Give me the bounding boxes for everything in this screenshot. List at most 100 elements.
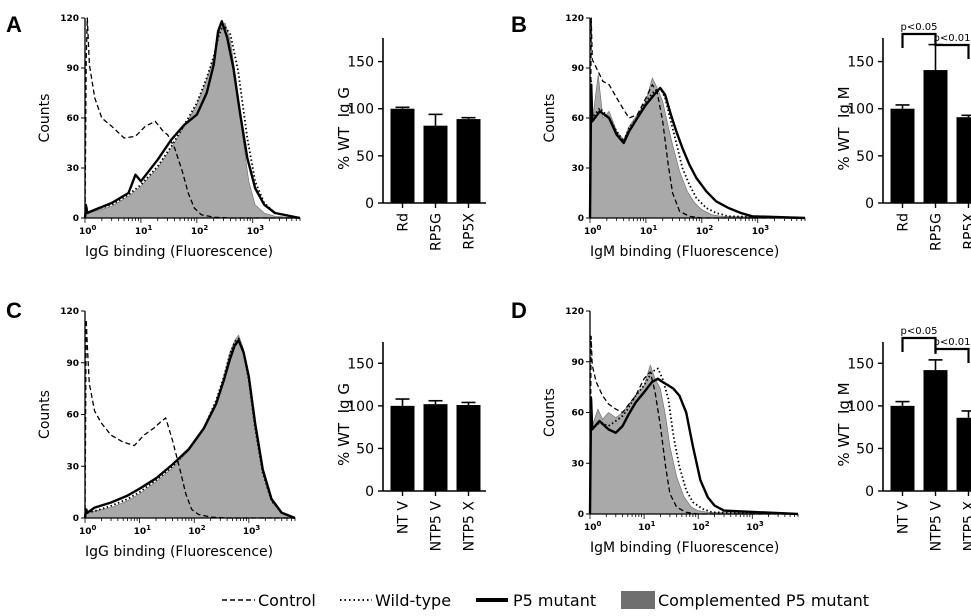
significance-label: p<0.01 — [934, 337, 971, 348]
panel-letter-d: D — [511, 298, 527, 323]
bar-category-label: Rd — [396, 213, 412, 232]
series-area-complemented — [85, 23, 300, 218]
x-axis-label: IgM binding (Fluorescence) — [590, 244, 779, 260]
y-axis-label: Counts — [542, 94, 558, 143]
y-tick-label: 90 — [571, 358, 584, 368]
y-tick-label: 120 — [565, 14, 584, 24]
y-tick-label: 90 — [66, 359, 79, 369]
x-tick-label: 103 — [243, 524, 261, 537]
bar-category-label: RP5X — [462, 213, 478, 250]
significance-label: p<0.05 — [901, 326, 938, 337]
bar — [957, 418, 971, 491]
y-tick-label: 120 — [565, 307, 584, 317]
y-tick-label: 30 — [571, 164, 584, 174]
bar-y-tick-label: 0 — [865, 484, 874, 500]
x-tick-label: 100 — [584, 224, 602, 237]
y-tick-label: 120 — [60, 14, 79, 24]
bar-y-tick-label: 150 — [347, 356, 374, 372]
bar — [924, 70, 948, 203]
x-tick-label: 100 — [79, 524, 97, 537]
bar-y-tick-label: 150 — [347, 55, 374, 71]
panel-letter-b: B — [511, 12, 527, 37]
y-tick-label: 0 — [73, 514, 79, 524]
bar-category-label: NT V — [896, 501, 912, 534]
significance-label: p<0.01 — [934, 33, 971, 44]
bar-category-label: RP5G — [929, 213, 945, 251]
x-axis-label: IgM binding (Fluorescence) — [590, 540, 779, 556]
x-tick-label: 101 — [134, 524, 152, 537]
bar — [424, 404, 448, 491]
x-tick-label: 103 — [746, 520, 764, 533]
bar-y-tick-label: 150 — [847, 356, 874, 372]
bar-y-axis-label: % WT Ig G — [335, 383, 353, 466]
y-tick-label: 60 — [571, 409, 584, 419]
panel-letter-c: C — [6, 298, 22, 323]
bar — [891, 406, 915, 491]
bar-y-tick-label: 50 — [356, 149, 374, 165]
bar-y-tick-label: 50 — [356, 441, 374, 457]
bar-category-label: NTP5 V — [929, 501, 945, 552]
figure-legend: Control Wild-type P5 mutant Complemented… — [222, 591, 869, 610]
bar-category-label: NTP5 X — [962, 501, 971, 552]
x-tick-label: 101 — [638, 520, 656, 533]
bar-y-axis-label: % WT Ig G — [335, 87, 353, 170]
y-tick-label: 0 — [578, 214, 584, 224]
y-tick-label: 30 — [66, 462, 79, 472]
bar — [457, 405, 481, 491]
bar-y-tick-label: 150 — [847, 55, 874, 71]
bar-category-label: Rd — [896, 213, 912, 232]
x-tick-label: 101 — [640, 224, 658, 237]
y-tick-label: 90 — [571, 64, 584, 74]
x-tick-label: 102 — [188, 524, 206, 537]
x-tick-label: 101 — [135, 224, 153, 237]
panel-letter-a: A — [6, 12, 22, 37]
bar-y-tick-label: 0 — [865, 196, 874, 212]
y-tick-label: 60 — [571, 114, 584, 124]
x-axis-label: IgG binding (Fluorescence) — [85, 544, 273, 560]
y-axis-label: Counts — [37, 94, 53, 143]
x-axis-label: IgG binding (Fluorescence) — [85, 244, 273, 260]
bar — [391, 109, 415, 203]
x-tick-label: 100 — [584, 520, 602, 533]
significance-label: p<0.05 — [901, 22, 938, 33]
y-axis-label: Counts — [37, 390, 53, 439]
bar — [424, 126, 448, 203]
y-tick-label: 0 — [73, 214, 79, 224]
bar-category-label: NTP5 V — [429, 501, 445, 552]
bar-category-label: NT V — [396, 501, 412, 534]
significance-bracket — [903, 34, 936, 48]
y-tick-label: 30 — [66, 164, 79, 174]
legend-label-control: Control — [258, 591, 316, 610]
bar-y-tick-label: 50 — [856, 441, 874, 457]
x-tick-label: 102 — [191, 224, 209, 237]
bar-y-tick-label: 0 — [365, 484, 374, 500]
y-tick-label: 60 — [66, 411, 79, 421]
x-tick-label: 100 — [79, 224, 97, 237]
bar-y-axis-label: % WT Ig M — [835, 382, 853, 466]
bar — [891, 109, 915, 203]
y-tick-label: 30 — [571, 459, 584, 469]
bar-category-label: RP5X — [962, 213, 971, 250]
histogram-panel-c: 0 30 60 90 120 100 101 102 103 IgG binding (Fluor… — [37, 307, 295, 560]
y-tick-label: 60 — [66, 114, 79, 124]
bar-category-label: NTP5 X — [462, 501, 478, 552]
y-tick-label: 120 — [60, 307, 79, 317]
legend-label-p5-mutant: P5 mutant — [513, 591, 596, 610]
y-axis-label: Counts — [542, 388, 558, 437]
legend-label-complemented: Complemented P5 mutant — [658, 591, 869, 610]
significance-bracket — [903, 338, 936, 352]
series-area-complemented — [590, 75, 805, 218]
x-tick-label: 102 — [692, 520, 710, 533]
x-tick-label: 103 — [247, 224, 265, 237]
bar — [924, 370, 948, 491]
series-area-complemented — [590, 365, 798, 514]
bar — [957, 117, 971, 203]
bar-y-axis-label: % WT Ig M — [835, 86, 853, 170]
